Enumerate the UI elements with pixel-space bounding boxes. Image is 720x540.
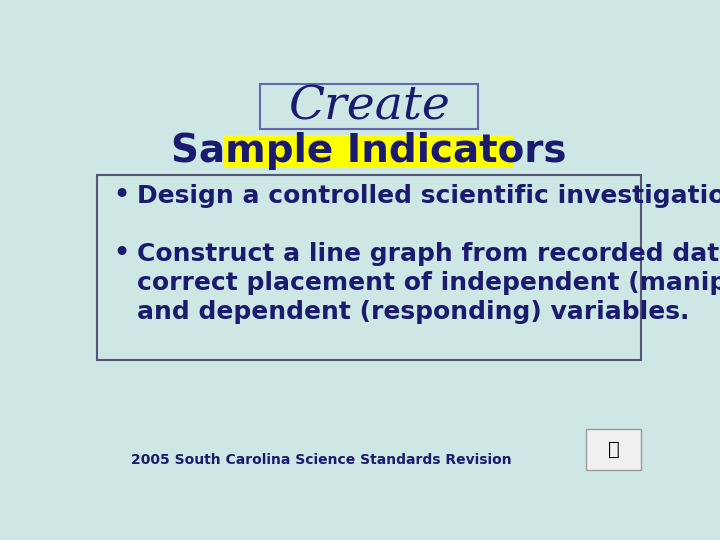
Text: Sample Indicators: Sample Indicators — [171, 132, 567, 170]
Text: 🌴: 🌴 — [608, 440, 619, 459]
Text: Construct a line graph from recorded data with: Construct a line graph from recorded dat… — [138, 242, 720, 266]
Text: •: • — [112, 181, 130, 210]
FancyBboxPatch shape — [224, 136, 514, 167]
Text: and dependent (responding) variables.: and dependent (responding) variables. — [138, 300, 690, 324]
FancyBboxPatch shape — [96, 175, 641, 360]
FancyBboxPatch shape — [260, 84, 478, 129]
Text: •: • — [112, 239, 130, 268]
Text: correct placement of independent (manipulated): correct placement of independent (manipu… — [138, 271, 720, 295]
Text: 2005 South Carolina Science Standards Revision: 2005 South Carolina Science Standards Re… — [130, 453, 511, 467]
FancyBboxPatch shape — [585, 429, 642, 470]
Text: Create: Create — [288, 84, 450, 130]
Text: Design a controlled scientific investigation.: Design a controlled scientific investiga… — [138, 184, 720, 208]
